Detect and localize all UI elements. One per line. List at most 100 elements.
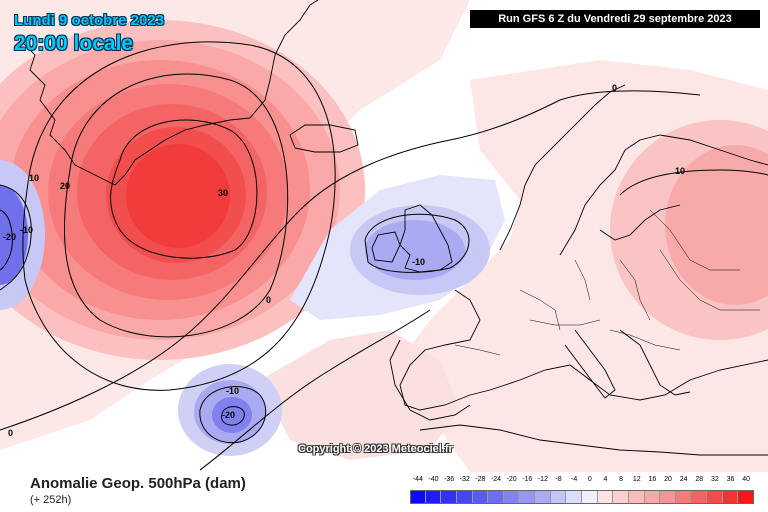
anomaly-fill-greenland-28 — [126, 144, 230, 248]
contour-azores-neg10 — [199, 386, 267, 444]
contour-uk-neg10 — [364, 213, 470, 273]
legend-label: 20 — [664, 476, 672, 483]
coastline-norway — [499, 84, 626, 251]
coastline-mediterranean — [489, 359, 768, 401]
legend-label: 4 — [603, 476, 608, 483]
forecast-date: Lundi 9 octobre 2023 — [14, 12, 165, 29]
coastline-iceland — [289, 124, 359, 153]
anomaly-map: 30 20 10 0 -20 -10 0 -10 -10 -20 0 10 — [0, 0, 768, 472]
contour-label-north-zero: 0 — [612, 83, 617, 93]
forecast-local-time: 20:00 locale — [14, 32, 134, 55]
contour-high-20 — [63, 73, 289, 338]
legend-swatch — [691, 490, 708, 504]
legend-label: 36 — [726, 476, 735, 483]
map-footer: Anomalie Geop. 500hPa (dam) (+ 252h) -44… — [0, 472, 768, 512]
legend-label: 28 — [695, 476, 704, 483]
legend-label: 40 — [742, 476, 751, 483]
contour-label-azores-neg10: -10 — [226, 386, 239, 396]
field-title: Anomalie Geop. 500hPa (dam) — [30, 475, 246, 492]
legend-swatch — [628, 490, 645, 504]
legend-swatch — [410, 490, 426, 504]
coastline-scandinavia — [559, 134, 768, 256]
legend-label: -8 — [555, 476, 562, 483]
legend-swatch — [441, 490, 457, 504]
legend-label: -32 — [459, 476, 470, 483]
legend-label: 32 — [711, 476, 719, 483]
contour-west-neg10 — [0, 184, 32, 291]
legend-swatch — [456, 490, 473, 504]
legend-swatch — [488, 490, 504, 504]
coastline-italy — [564, 329, 616, 399]
border-germany-poland — [574, 259, 591, 301]
border-alps — [529, 319, 601, 326]
legend-swatch — [644, 490, 661, 504]
legend-swatch — [425, 490, 442, 504]
legend-label: -16 — [522, 476, 533, 483]
contour-azores-neg20 — [221, 406, 245, 426]
border-balkans-inner — [609, 329, 681, 351]
legend-swatch — [660, 490, 676, 504]
contour-label-west-zero: 0 — [8, 428, 13, 438]
legend-label: -40 — [428, 476, 439, 483]
border-eastern-europe — [659, 249, 760, 311]
anomaly-fill-east-europe-inner — [665, 145, 768, 305]
contour-label-azores-neg20: -20 — [222, 410, 235, 420]
legend-label: 24 — [679, 476, 688, 483]
color-legend: -44 -40 -36 -32 -28 -24 -20 -16 -12 -8 -4 0 4 8 12 16 20… — [410, 476, 754, 510]
legend-swatch — [675, 490, 692, 504]
legend-swatch — [519, 490, 536, 504]
anomaly-fill-west-inner — [0, 185, 28, 285]
legend-label: -44 — [412, 476, 423, 483]
legend-swatch — [550, 490, 567, 504]
legend-label: 8 — [619, 476, 624, 483]
legend-label: -12 — [537, 476, 548, 483]
coastline-ireland — [371, 231, 401, 263]
contour-label-high-20: 20 — [60, 181, 70, 191]
coastline-baltic — [599, 204, 681, 241]
legend-label: 0 — [587, 476, 592, 483]
legend-swatch — [582, 490, 598, 504]
contour-east-10 — [619, 169, 768, 196]
border-france-germany — [519, 289, 561, 331]
contour-west-neg20 — [0, 209, 13, 271]
border-russia — [649, 209, 740, 271]
legend-label: -36 — [444, 476, 455, 483]
coastline-iberia — [389, 339, 471, 421]
legend-swatch — [707, 490, 723, 504]
legend-label: -4 — [571, 476, 578, 483]
legend-swatch — [722, 490, 739, 504]
legend-swatch — [535, 490, 551, 504]
contour-label-west-neg20: -20 — [3, 232, 16, 242]
legend-frame — [410, 490, 754, 504]
contour-high-30 — [110, 119, 258, 259]
anomaly-fill-positive-south-atlantic — [260, 330, 460, 460]
contour-label-uk-neg10: -10 — [412, 257, 425, 267]
anomaly-fill-uk-low-inner — [365, 220, 465, 280]
legend-label: -28 — [475, 476, 486, 483]
legend-swatch — [472, 490, 489, 504]
contour-label-east-10: 10 — [675, 166, 685, 176]
model-run-label: Run GFS 6 Z du Vendredi 29 septembre 202… — [470, 10, 760, 28]
legend-label: 16 — [648, 476, 657, 483]
contour-zero-atlantic — [0, 90, 701, 431]
legend-label: -20 — [506, 476, 517, 483]
legend-label: 12 — [632, 476, 641, 483]
border-iberia — [454, 344, 501, 356]
legend-swatch — [613, 490, 629, 504]
coastline-greenland-south — [114, 117, 251, 186]
legend-swatch — [503, 490, 520, 504]
legend-label: -24 — [490, 476, 502, 483]
legend-swatch — [597, 490, 614, 504]
lead-time: (+ 252h) — [30, 494, 72, 506]
contour-label-high-30: 30 — [218, 188, 228, 198]
coastline-greenland-east — [249, 0, 319, 119]
coastline-north-africa — [419, 424, 768, 456]
coastline-balkans — [619, 329, 691, 396]
contour-label-high-10: 10 — [29, 173, 39, 183]
anomaly-fill-azores-inner — [212, 397, 252, 433]
contour-high-10 — [22, 41, 336, 391]
contour-label-zero-atlantic: 0 — [266, 295, 271, 305]
contour-label-west-neg10: -10 — [20, 225, 33, 235]
copyright-notice: Copyright © 2023 Meteociel.fr — [298, 443, 453, 455]
